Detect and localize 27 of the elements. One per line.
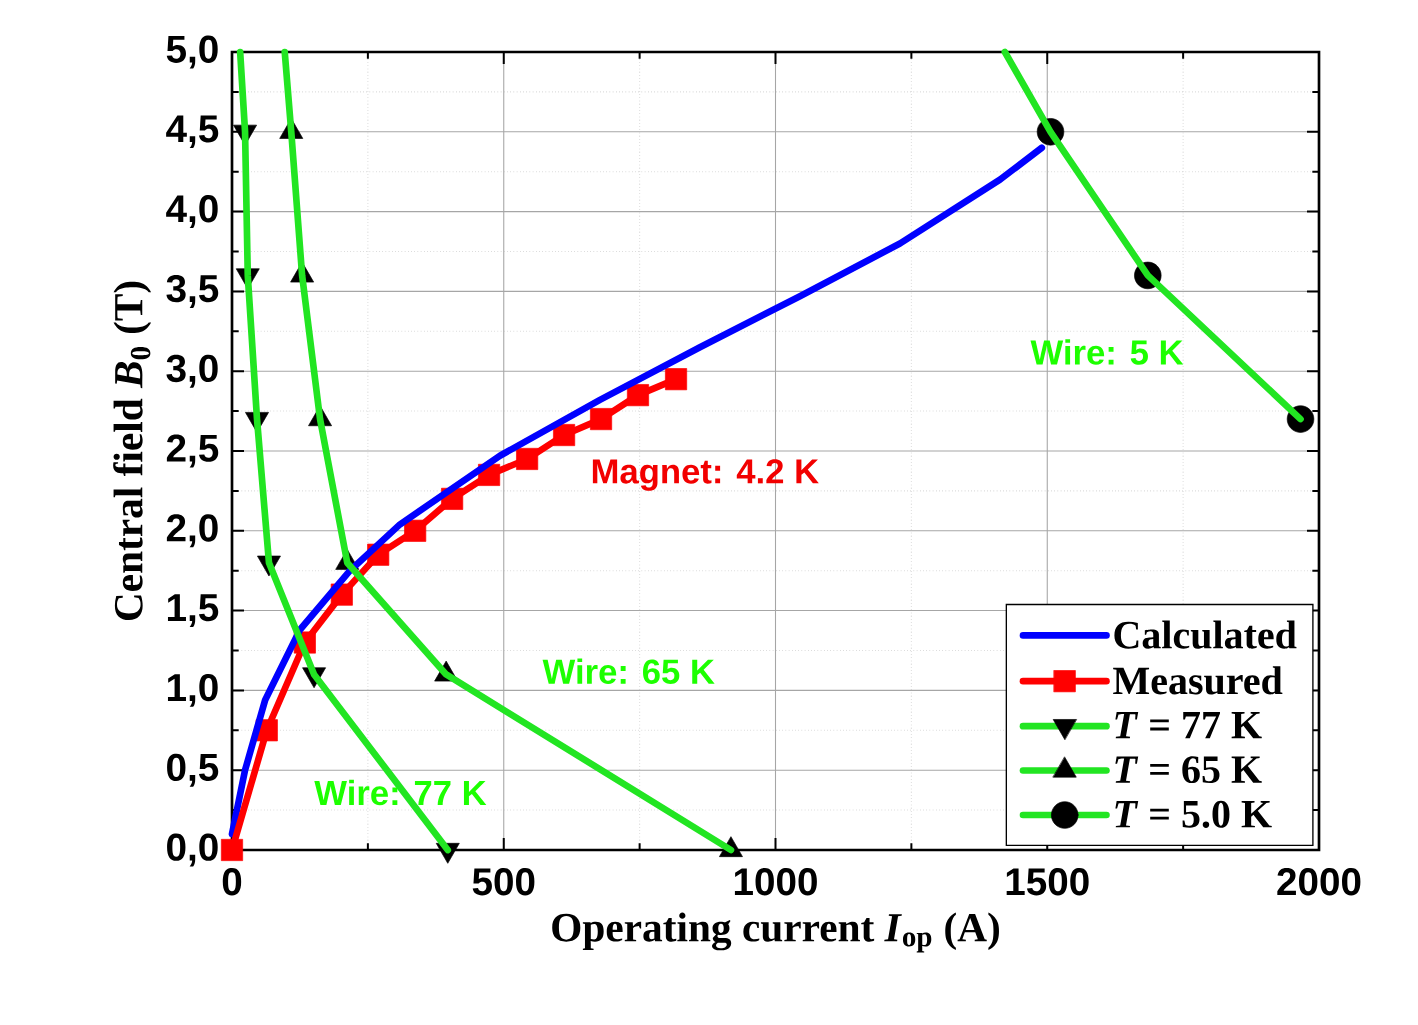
y-tick-label: 3,0 (166, 354, 218, 388)
annotation: Wire: 5 K (1030, 339, 1184, 365)
annotation: Wire: 65 K (542, 658, 715, 684)
y-tick-label: 4,5 (166, 115, 219, 149)
legend-label: Calculated (1114, 620, 1297, 649)
y-tick-label: 2,5 (166, 434, 219, 468)
annotation: Wire: 77 K (314, 779, 487, 806)
x-tick-label: 500 (472, 868, 535, 896)
x-tick-label: 0 (222, 868, 242, 896)
y-tick-label: 5,0 (166, 35, 218, 69)
legend-label: T = 77 K (1115, 712, 1262, 739)
x-axis-title: Operating current I$_{op}$ (A) (552, 912, 999, 953)
y-tick-label: 1,5 (167, 594, 219, 627)
x-tick-label: 1000 (734, 868, 817, 896)
legend-label: T = 5.0 K (1115, 800, 1272, 828)
y-axis-title: Central field B$_{0}$ (T) (113, 281, 152, 621)
y-tick-label: 4,0 (166, 195, 218, 229)
x-tick-label: 2000 (1277, 868, 1361, 896)
legend-label: T = 65 K (1115, 756, 1262, 784)
x-tick-label: 1500 (1006, 868, 1089, 896)
annotation: Magnet: 4.2 K (592, 459, 819, 491)
y-tick-label: 0,0 (167, 833, 218, 867)
legend-label: Measured (1113, 666, 1283, 695)
y-tick-label: 2,0 (166, 514, 218, 548)
y-tick-label: 1,0 (167, 673, 218, 707)
y-tick-label: 0,5 (167, 753, 219, 787)
y-tick-label: 3,5 (166, 274, 219, 308)
